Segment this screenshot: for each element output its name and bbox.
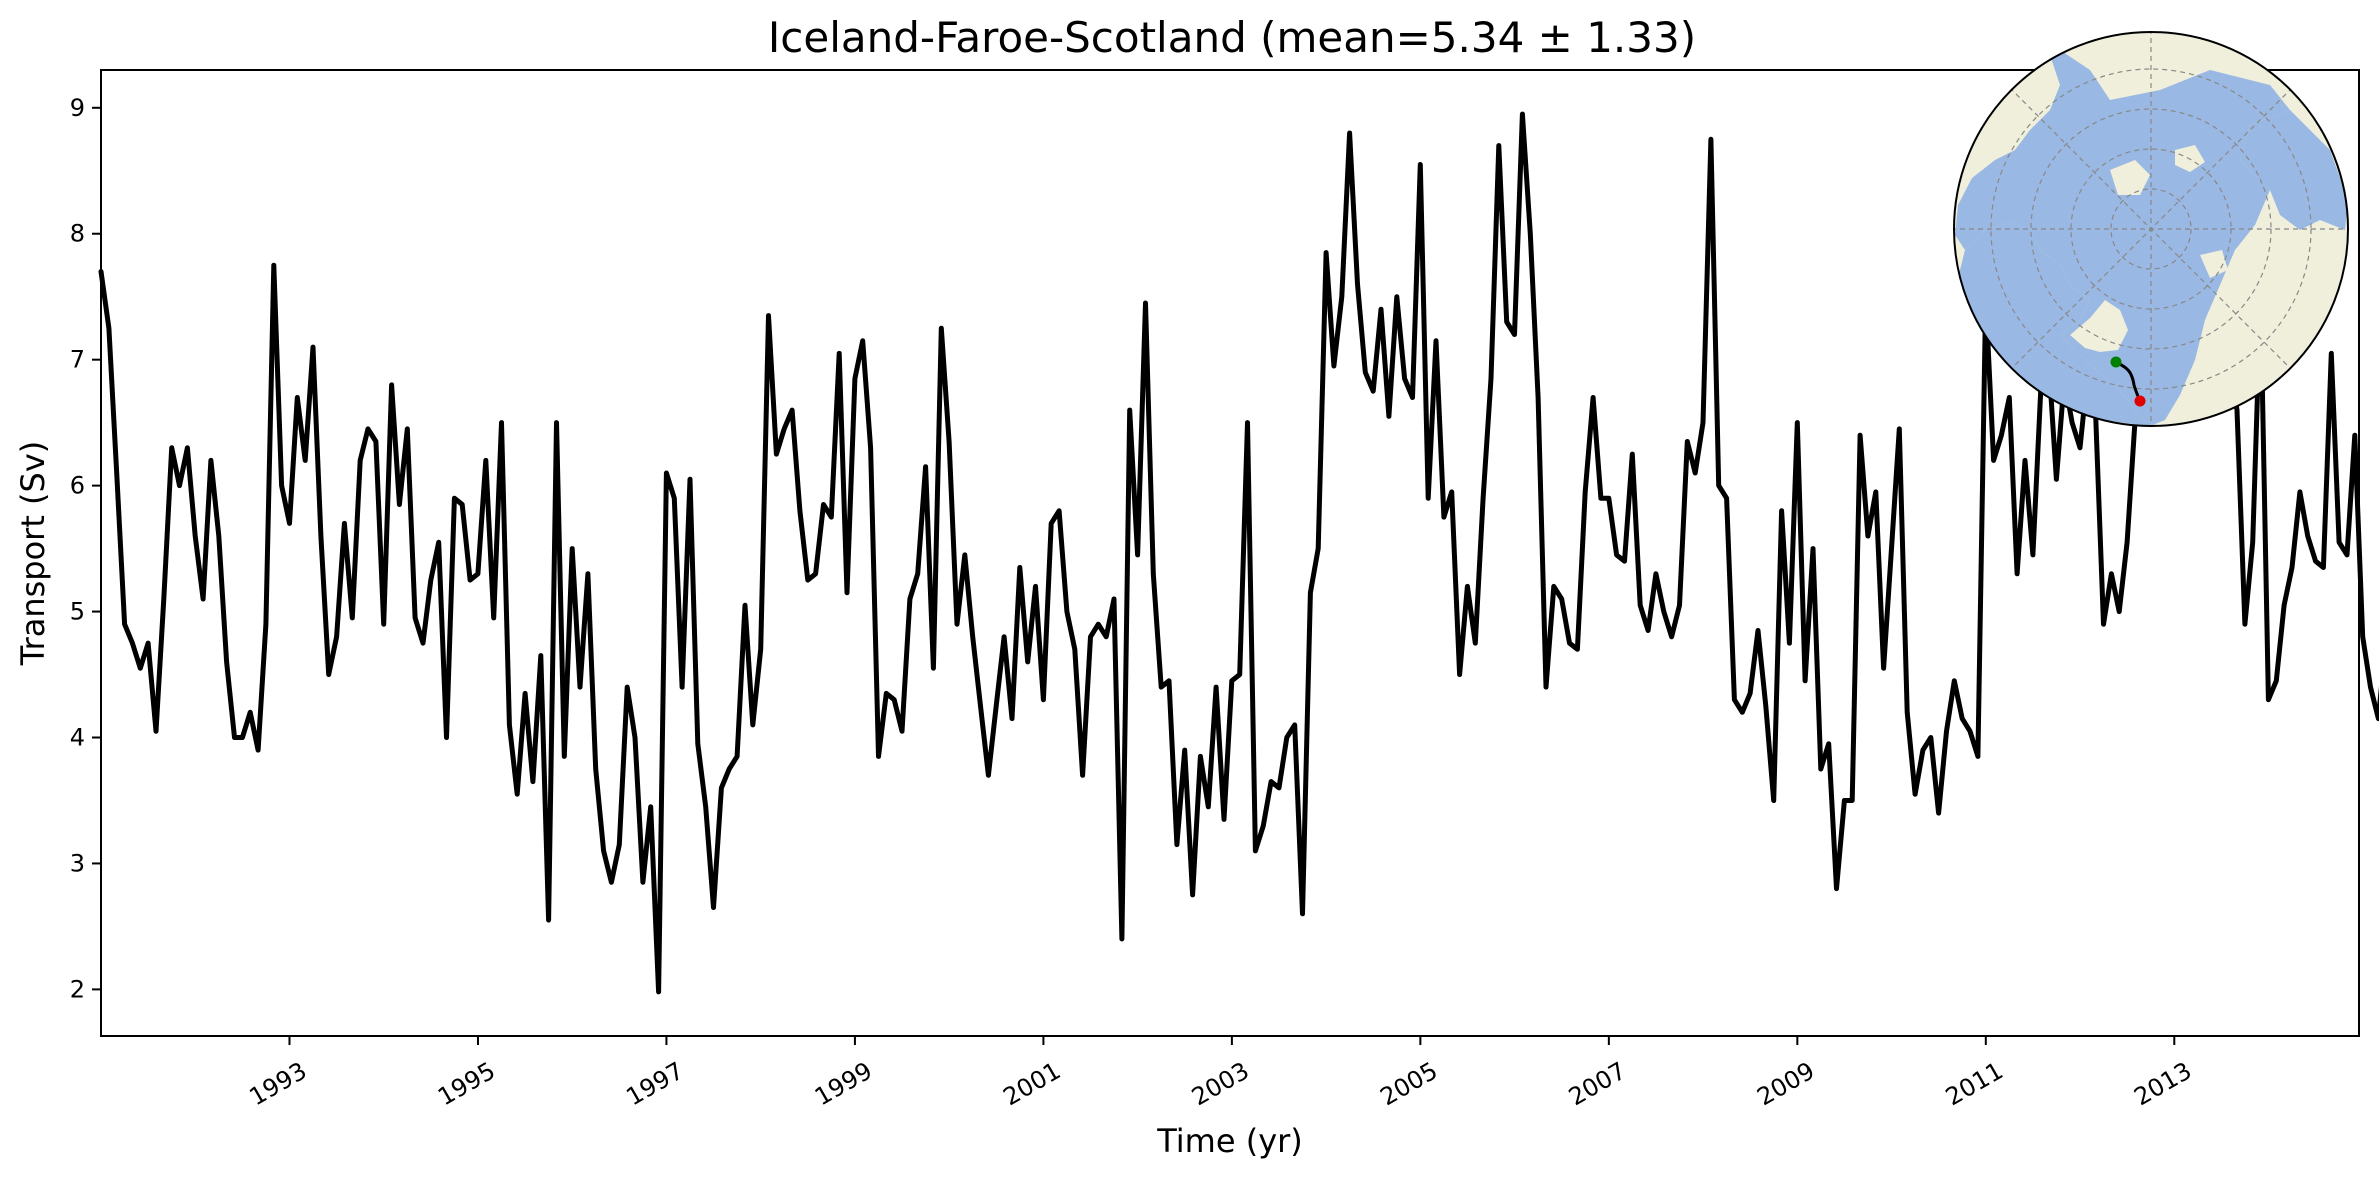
- y-axis-label: Transport (Sv): [14, 441, 52, 667]
- x-tick-label: 1997: [622, 1057, 689, 1112]
- y-tick-label: 8: [70, 220, 85, 248]
- map-graticule: [1954, 32, 2348, 426]
- x-tick-label: 1995: [433, 1057, 500, 1112]
- section-start-marker: [2110, 356, 2122, 368]
- x-tick-label: 2009: [1752, 1057, 1819, 1112]
- x-tick-label: 2001: [999, 1057, 1066, 1112]
- y-tick-label: 5: [70, 598, 85, 626]
- x-tick-label: 1999: [810, 1057, 877, 1112]
- x-tick-label: 2011: [1941, 1057, 2008, 1112]
- inset-polar-map: [1953, 31, 2349, 427]
- y-tick-label: 4: [70, 724, 85, 752]
- plot-frame: [100, 69, 2360, 1037]
- x-axis-label: Time (yr): [1156, 1122, 1303, 1160]
- x-tick-label: 1993: [245, 1057, 312, 1112]
- x-tick-label: 2007: [1564, 1057, 1631, 1112]
- map-ocean-pacific: [2240, 110, 2348, 230]
- y-axis: 2 3 4 5 6 7 8 9: [70, 94, 101, 1003]
- map-land-islands: [2110, 145, 2228, 278]
- x-axis: 1993 1995 1997 1999 2001 2003 2005 2007 2009 2011…: [245, 1036, 2196, 1112]
- section-end-marker: [2134, 395, 2146, 407]
- graticule-ring: [2110, 188, 2192, 270]
- series-line-transport: [98, 111, 2379, 995]
- y-tick-label: 6: [70, 472, 85, 500]
- plot-area: [98, 111, 2379, 995]
- x-tick-label: 2003: [1187, 1057, 1254, 1112]
- y-tick-label: 2: [70, 975, 85, 1003]
- y-tick-label: 9: [70, 94, 85, 122]
- x-tick-label: 2013: [2129, 1057, 2196, 1112]
- graticule-meridian: [2009, 87, 2293, 371]
- chart-title: Iceland-Faroe-Scotland (mean=5.34 ± 1.33…: [768, 13, 1696, 62]
- y-tick-label: 7: [70, 346, 85, 374]
- map-border: [1953, 31, 2349, 427]
- y-tick-label: 3: [70, 849, 85, 877]
- map-ocean: [1955, 40, 2290, 426]
- map-land-greenland: [2070, 300, 2128, 352]
- x-tick-label: 2005: [1375, 1057, 1442, 1112]
